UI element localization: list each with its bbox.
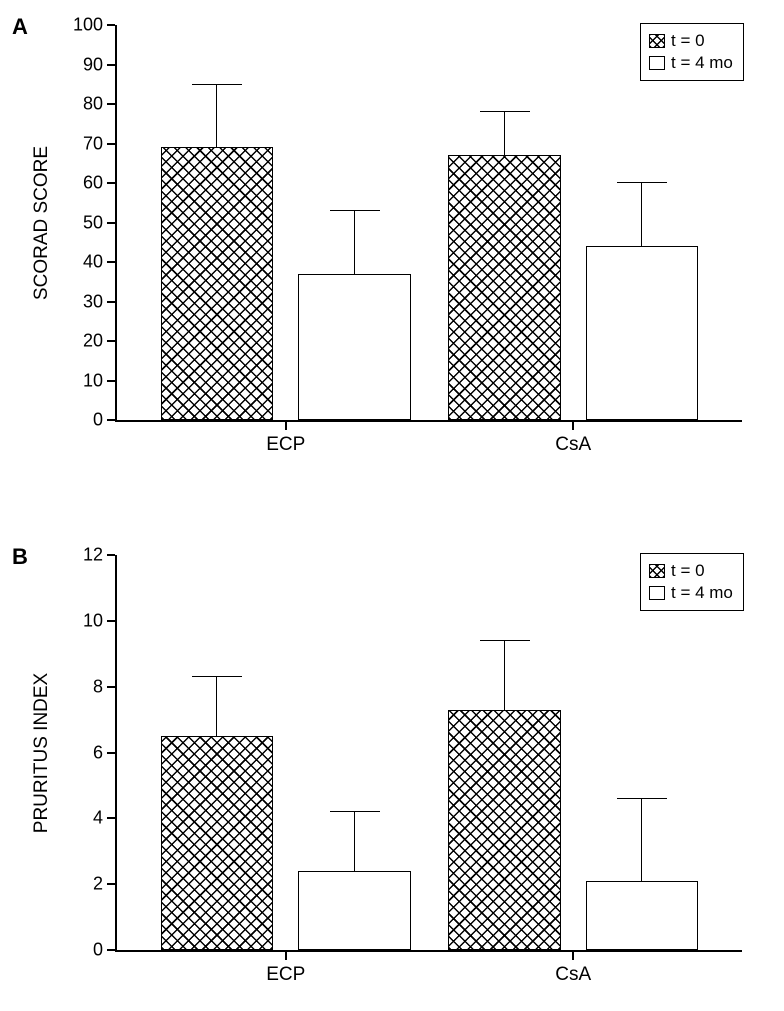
x-tick [572, 422, 574, 430]
x-tick [572, 952, 574, 960]
bar [448, 155, 561, 420]
y-tick-label: 2 [93, 874, 103, 895]
y-tick-label: 80 [83, 94, 103, 115]
y-tick-label: 4 [93, 808, 103, 829]
y-tick [107, 24, 115, 26]
error-cap [330, 811, 380, 812]
y-tick-label: 8 [93, 676, 103, 697]
x-tick-label: ECP [266, 434, 305, 456]
y-tick [107, 620, 115, 622]
y-tick [107, 301, 115, 303]
panel-b-label: B [12, 544, 28, 570]
legend-swatch [649, 586, 665, 600]
y-tick [107, 340, 115, 342]
y-tick-label: 0 [93, 940, 103, 961]
x-tick-label: ECP [266, 964, 305, 986]
legend-label: t = 4 mo [671, 582, 733, 604]
x-tick-label: CsA [555, 434, 591, 456]
y-tick-label: 50 [83, 212, 103, 233]
y-tick [107, 380, 115, 382]
y-tick-label: 60 [83, 173, 103, 194]
figure: A 0102030405060708090100ECPCsA SCORAD SC… [0, 0, 784, 1011]
y-tick-label: 0 [93, 410, 103, 431]
x-tick [285, 952, 287, 960]
error-cap [480, 111, 530, 112]
bar [586, 246, 699, 420]
panel-a-label: A [12, 14, 28, 40]
error-bar [641, 799, 642, 881]
panel-a-ylabel: SCORAD SCORE [31, 123, 53, 323]
panel-a-legend: t = 0t = 4 mo [640, 23, 744, 81]
legend-swatch [649, 34, 665, 48]
x-tick [285, 422, 287, 430]
y-tick [107, 222, 115, 224]
error-cap [480, 640, 530, 641]
error-bar [216, 677, 217, 736]
y-tick [107, 419, 115, 421]
x-tick-label: CsA [555, 964, 591, 986]
error-bar [216, 84, 217, 147]
y-tick-label: 6 [93, 742, 103, 763]
y-tick [107, 182, 115, 184]
legend-item: t = 4 mo [649, 52, 733, 74]
y-tick [107, 261, 115, 263]
error-bar [354, 211, 355, 274]
bar [298, 274, 411, 420]
y-tick-label: 30 [83, 291, 103, 312]
legend-item: t = 4 mo [649, 582, 733, 604]
bar [586, 881, 699, 950]
y-tick-label: 90 [83, 54, 103, 75]
error-cap [617, 798, 667, 799]
bar [448, 710, 561, 950]
legend-swatch [649, 564, 665, 578]
error-cap [330, 210, 380, 211]
legend-label: t = 0 [671, 30, 705, 52]
legend-label: t = 0 [671, 560, 705, 582]
error-bar [641, 183, 642, 246]
y-tick [107, 949, 115, 951]
y-tick [107, 817, 115, 819]
y-tick-label: 10 [83, 370, 103, 391]
legend-swatch [649, 56, 665, 70]
panel-b-plot: 024681012ECPCsA [115, 555, 742, 952]
y-tick-label: 12 [83, 545, 103, 566]
error-bar [354, 812, 355, 871]
y-tick-label: 10 [83, 610, 103, 631]
y-tick [107, 64, 115, 66]
error-cap [617, 182, 667, 183]
legend-item: t = 0 [649, 30, 733, 52]
panel-b-ylabel: PRURITUS INDEX [31, 653, 53, 853]
bar [161, 147, 274, 420]
bar [298, 871, 411, 950]
y-tick [107, 686, 115, 688]
error-bar [504, 641, 505, 710]
y-tick-label: 100 [73, 15, 103, 36]
y-tick-label: 70 [83, 133, 103, 154]
legend-label: t = 4 mo [671, 52, 733, 74]
panel-a-plot: 0102030405060708090100ECPCsA [115, 25, 742, 422]
y-tick [107, 883, 115, 885]
y-tick [107, 752, 115, 754]
y-tick-label: 20 [83, 331, 103, 352]
y-tick [107, 103, 115, 105]
error-cap [192, 84, 242, 85]
y-tick [107, 143, 115, 145]
legend-item: t = 0 [649, 560, 733, 582]
y-tick [107, 554, 115, 556]
error-bar [504, 112, 505, 155]
y-tick-label: 40 [83, 252, 103, 273]
error-cap [192, 676, 242, 677]
bar [161, 736, 274, 950]
panel-b-legend: t = 0t = 4 mo [640, 553, 744, 611]
